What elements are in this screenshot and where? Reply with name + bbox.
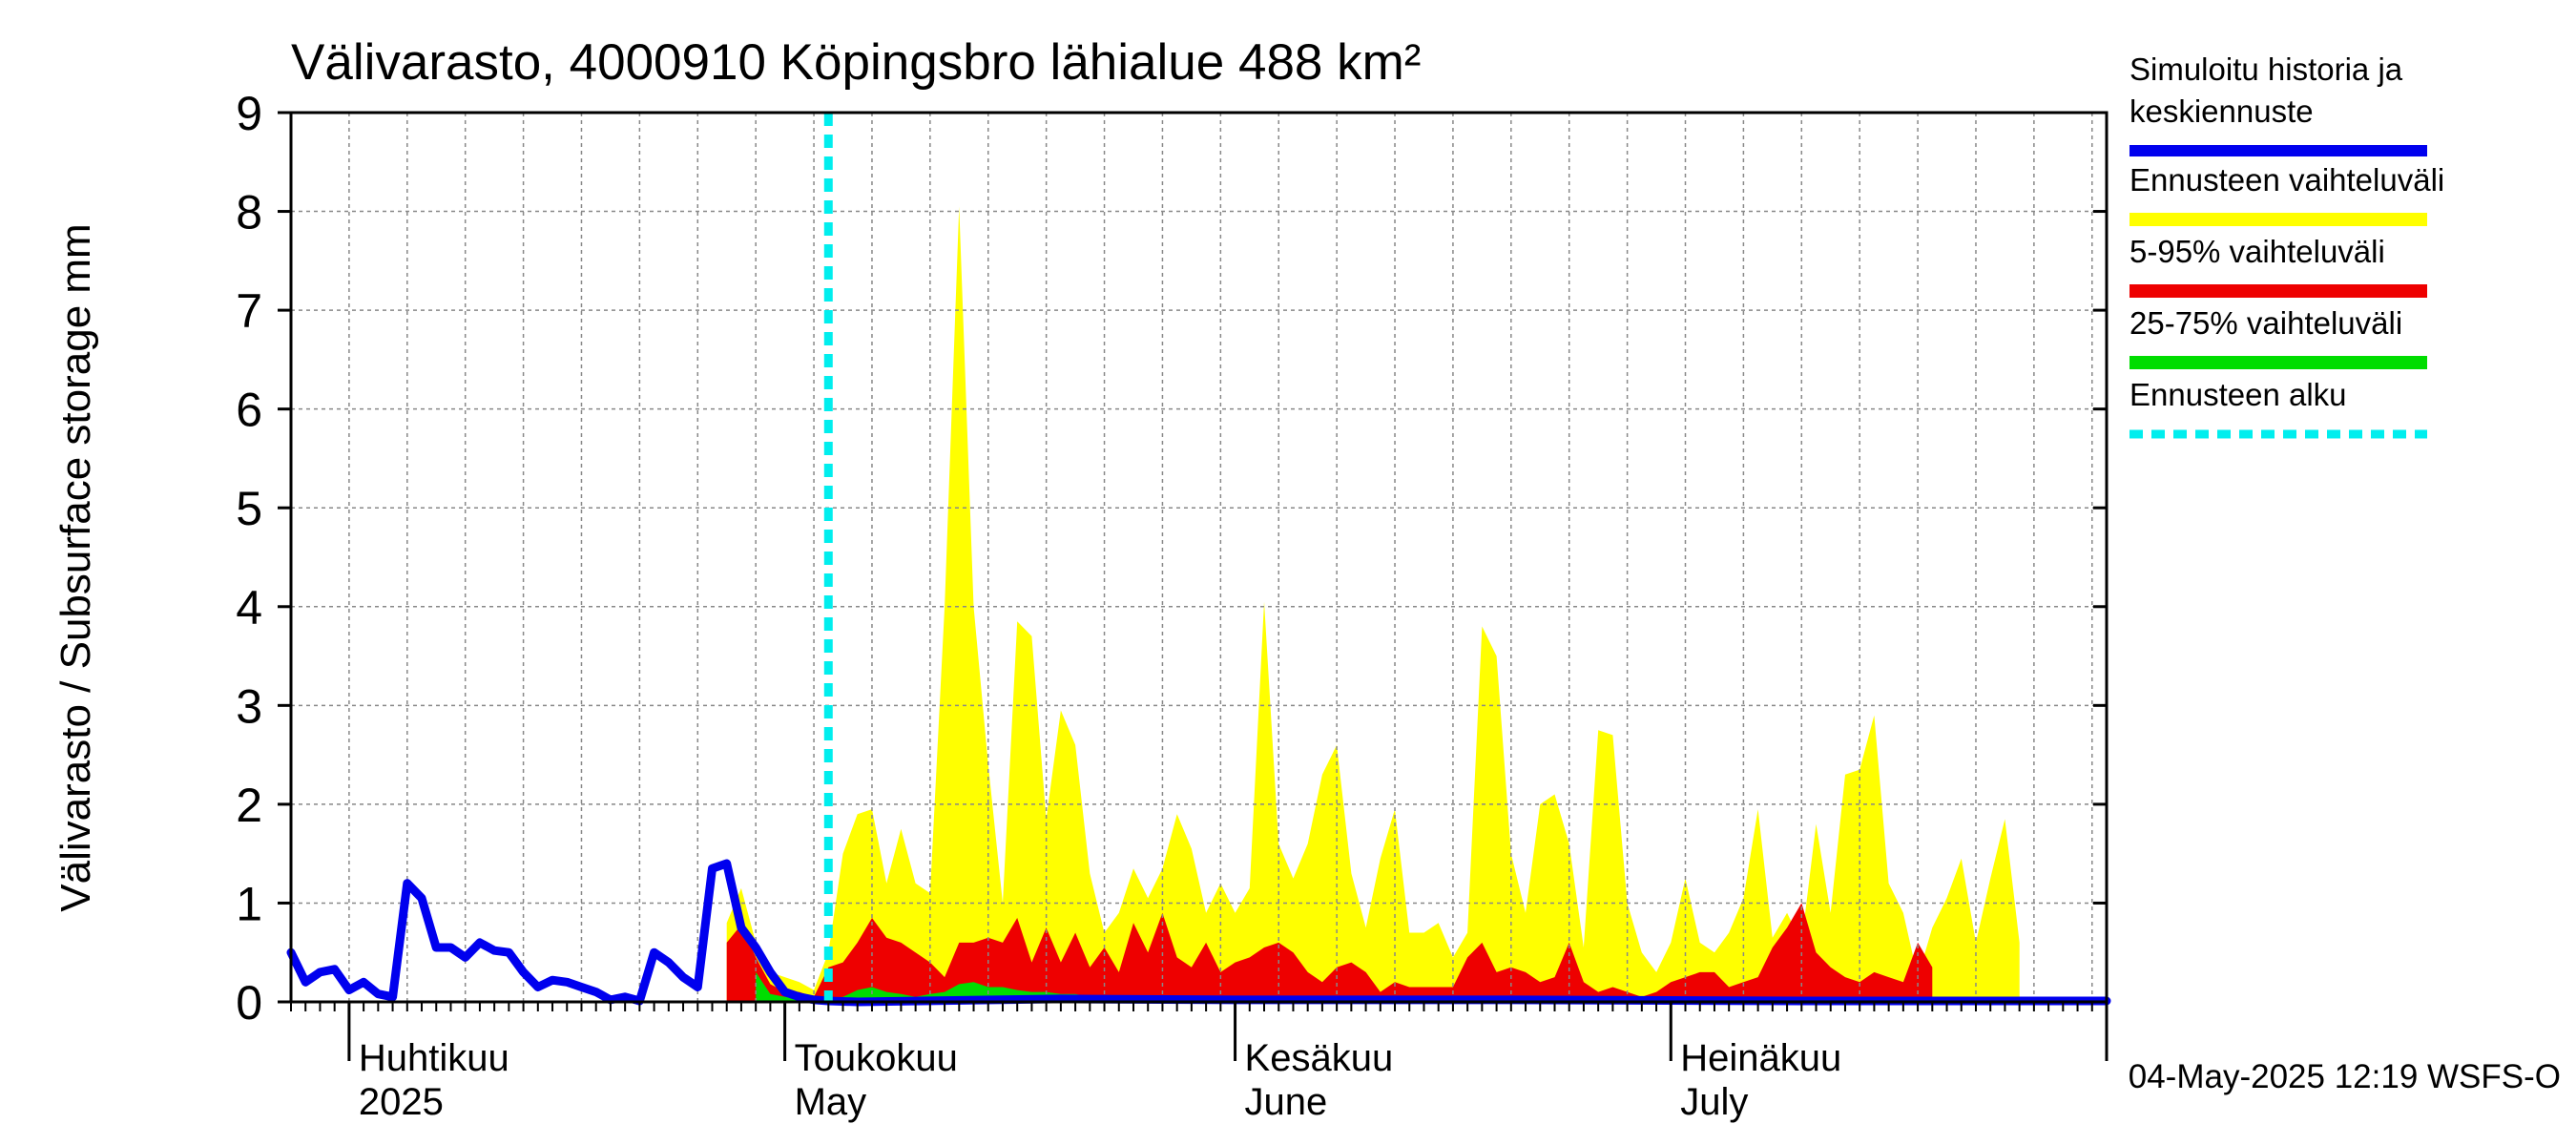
y-tick-label: 9 (236, 87, 262, 140)
series-line-simulated (286, 859, 2111, 1007)
y-tick-label: 1 (236, 877, 262, 930)
x-year-label: 2025 (359, 1081, 444, 1123)
x-month-label: Heinäkuu (1680, 1037, 1841, 1079)
legend-label: Simuloitu historia ja (2129, 52, 2403, 87)
x-year-label: May (795, 1081, 867, 1123)
y-tick-label: 8 (236, 186, 262, 239)
data-lines (286, 113, 2111, 1007)
legend-label: 25-75% vaihteluväli (2129, 305, 2402, 341)
band-ffff00 (726, 206, 2020, 1002)
y-axis-label: Välivarasto / Subsurface storage mm (52, 223, 99, 911)
legend: Simuloitu historia ja keskiennuste Ennuste… (2129, 52, 2444, 439)
y-tick-label: 3 (236, 679, 262, 733)
x-month-label: Kesäkuu (1245, 1037, 1394, 1079)
x-year-label: June (1245, 1081, 1328, 1123)
y-tick-label: 6 (236, 384, 262, 437)
x-month-label: Toukokuu (795, 1037, 958, 1079)
y-tick-label: 4 (236, 581, 262, 635)
x-year-label: July (1680, 1081, 1748, 1123)
legend-label: Ennusteen vaihteluväli (2129, 162, 2444, 198)
y-tick-label: 0 (236, 976, 262, 1030)
y-tick-label: 2 (236, 779, 262, 832)
plot-frame (289, 111, 2109, 1004)
chart-title: Välivarasto, 4000910 Köpingsbro lähialue… (291, 34, 1421, 91)
legend-label: 5-95% vaihteluväli (2129, 234, 2385, 269)
y-tick-label: 7 (236, 284, 262, 338)
legend-label: Ennusteen alku (2129, 377, 2347, 412)
legend-label: keskiennuste (2129, 94, 2314, 129)
forecast-bands (726, 206, 2020, 1002)
y-tick-label: 5 (236, 482, 262, 535)
band-00dd00 (756, 971, 1933, 1002)
x-month-label: Huhtikuu (359, 1037, 509, 1079)
grid-lines (291, 113, 2107, 1002)
band-ee0000 (726, 903, 1933, 1002)
timestamp-footer: 04-May-2025 12:19 WSFS-O (2129, 1058, 2561, 1095)
